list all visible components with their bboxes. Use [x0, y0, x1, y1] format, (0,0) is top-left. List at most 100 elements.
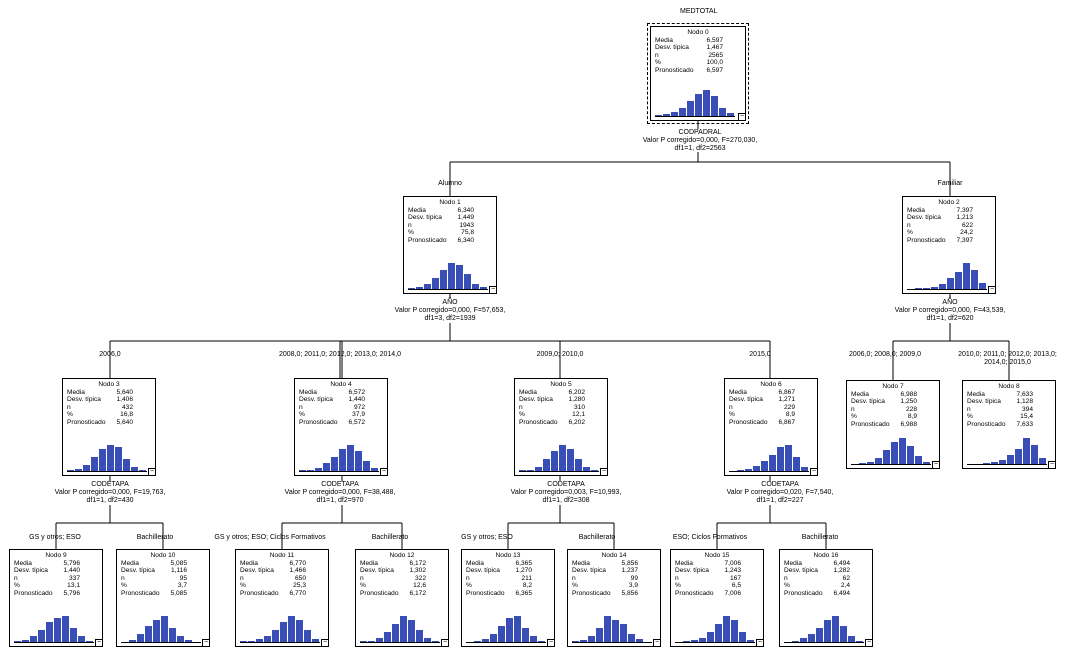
collapse-icon[interactable]: − — [547, 639, 555, 647]
stat-value: 229 — [783, 403, 795, 411]
stat-label: Pronosticado — [675, 589, 714, 597]
stat-label: n — [675, 574, 679, 582]
collapse-icon[interactable]: − — [653, 639, 661, 647]
stat-value: 6,340 — [457, 236, 474, 244]
histogram-bar — [816, 628, 824, 642]
histogram-bar — [867, 462, 875, 464]
collapse-icon[interactable]: − — [489, 286, 497, 294]
stat-label: Pronosticado — [907, 236, 946, 244]
histogram-bar — [739, 632, 747, 642]
histogram-bar — [304, 630, 312, 642]
stat-value: 5,796 — [63, 559, 80, 567]
histogram-baseline — [967, 464, 1047, 465]
stat-label: Media — [907, 206, 925, 214]
tree-node[interactable]: Nodo 11 Media 6,770 Desv. típica 1,466 n 650% 2… — [235, 549, 329, 647]
tree-node[interactable]: Nodo 12 Media 6,172 Desv. típica 1,302 n 322% 1… — [355, 549, 449, 647]
stat-value: 6,597 — [706, 36, 723, 44]
histogram-bar — [671, 112, 679, 116]
split-label: CODETAPA Valor P corregido=0,003, F=10,99… — [510, 481, 622, 504]
tree-node[interactable]: Nodo 13 Media 6,365 Desv. típica 1,270 n 211% 8… — [461, 549, 555, 647]
node-stat-row: n 337 — [10, 575, 102, 583]
collapse-icon[interactable]: − — [148, 468, 156, 476]
stat-label: % — [299, 411, 305, 419]
collapse-icon[interactable]: − — [932, 461, 940, 469]
stat-value: 1,243 — [724, 567, 741, 575]
collapse-icon[interactable]: − — [1048, 461, 1056, 469]
histogram-bar — [464, 273, 472, 289]
tree-node[interactable]: Nodo 0 Media 6,597 Desv. típica 1,467 n 2565% 1… — [647, 23, 749, 124]
stat-value: 2,4 — [840, 582, 850, 590]
node-stat-row: Desv. típica 1,243 — [671, 567, 763, 575]
tree-node[interactable]: Nodo 5 Media 6,202 Desv. típica 1,280 n 310% 12… — [514, 378, 608, 476]
tree-node[interactable]: Nodo 2 Media 7,397 Desv. típica 1,213 n 622% 24… — [902, 196, 996, 294]
histogram-bar — [931, 286, 939, 289]
node-stat-row: Desv. típica 1,271 — [725, 396, 817, 404]
histogram-bar — [177, 636, 185, 642]
node-stat-row: % 75,8 — [404, 229, 496, 237]
stat-label: n — [299, 403, 303, 411]
collapse-icon[interactable]: − — [988, 286, 996, 294]
stat-value: 6,988 — [900, 390, 917, 398]
tree-node[interactable]: Nodo 16 Media 6,494 Desv. típica 1,282 n 62% 2,… — [779, 549, 873, 647]
stat-label: Media — [784, 559, 802, 567]
tree-node[interactable]: Nodo 14 Media 5,856 Desv. típica 1,237 n 99% 3,… — [567, 549, 661, 647]
collapse-icon[interactable]: − — [756, 639, 764, 647]
branch-label: Bachillerato — [371, 534, 409, 541]
stat-value: 1,213 — [956, 214, 973, 222]
stat-label: % — [466, 582, 472, 590]
tree-node[interactable]: Nodo 10 Media 5,085 Desv. típica 1,116 n 95% 3,… — [116, 549, 210, 647]
stat-label: n — [851, 405, 855, 413]
stat-label: Pronosticado — [408, 236, 447, 244]
histogram-bar — [490, 634, 498, 642]
collapse-icon[interactable]: − — [738, 113, 746, 121]
collapse-icon[interactable]: − — [865, 639, 873, 647]
stat-value: 6,365 — [515, 589, 532, 597]
stat-label: n — [240, 574, 244, 582]
collapse-icon[interactable]: − — [321, 639, 329, 647]
tree-node[interactable]: Nodo 1 Media 6,340 Desv. típica 1,449 n 1943% 7… — [403, 196, 497, 294]
node-histogram — [851, 438, 931, 464]
stat-value: 6,572 — [348, 388, 365, 396]
tree-node[interactable]: Nodo 15 Media 7,006 Desv. típica 1,243 n 167% 6… — [670, 549, 764, 647]
tree-node[interactable]: Nodo 4 Media 6,572 Desv. típica 1,440 n 972% 37… — [294, 378, 388, 476]
split-label: AÑO Valor P corregido=0,000, F=57,653, df1… — [394, 299, 506, 322]
stat-label: Media — [240, 559, 258, 567]
stat-label: Desv. típica — [466, 567, 500, 575]
stat-value: 6,867 — [778, 388, 795, 396]
collapse-icon[interactable]: − — [600, 468, 608, 476]
tree-node[interactable]: Nodo 8 Media 7,633 Desv. típica 1,128 n 394% 15… — [962, 380, 1056, 469]
stat-value: 100,0 — [706, 59, 723, 67]
stat-label: % — [240, 582, 246, 590]
histogram-bar — [703, 90, 711, 116]
node-stat-row: Pronosticado 5,856 — [568, 590, 660, 598]
tree-node[interactable]: Nodo 6 Media 6,867 Desv. típica 1,271 n 229% 8,… — [724, 378, 818, 476]
collapse-icon[interactable]: − — [810, 468, 818, 476]
node-stat-row: n 322 — [356, 575, 448, 583]
tree-node[interactable]: Nodo 3 Media 5,640 Desv. típica 1,406 n 432% 16… — [62, 378, 156, 476]
collapse-icon[interactable]: − — [202, 639, 210, 647]
histogram-bar — [591, 470, 599, 471]
tree-node[interactable]: Nodo 7 Media 6,988 Desv. típica 1,250 n 228% 8,… — [846, 380, 940, 469]
stat-label: n — [967, 405, 971, 413]
collapse-icon[interactable]: − — [95, 639, 103, 647]
stat-value: 6,202 — [568, 388, 585, 396]
branch-label: 2009,0; 2010,0 — [536, 351, 584, 358]
node-stat-row: Desv. típica 1,467 — [651, 44, 745, 52]
histogram-baseline — [572, 642, 652, 643]
collapse-icon[interactable]: − — [441, 639, 449, 647]
collapse-icon[interactable]: − — [380, 468, 388, 476]
stat-label: Desv. típica — [655, 44, 689, 52]
stat-value: 6,597 — [706, 66, 723, 74]
stat-value: 1,440 — [63, 567, 80, 575]
tree-node[interactable]: Nodo 9 Media 5,796 Desv. típica 1,440 n 337% 13… — [9, 549, 103, 647]
stat-value: 1,116 — [170, 567, 187, 575]
branch-label: 2008,0; 2011,0; 2012,0; 2013,0; 2014,0 — [278, 351, 402, 358]
node-stat-row: n 310 — [515, 404, 607, 412]
histogram-baseline — [67, 471, 147, 472]
histogram-bar — [1039, 457, 1047, 464]
histogram-baseline — [240, 642, 320, 643]
histogram-bar — [522, 628, 530, 642]
stat-label: % — [784, 582, 790, 590]
histogram-baseline — [907, 289, 987, 290]
node-stat-row: % 6,5 — [671, 582, 763, 590]
